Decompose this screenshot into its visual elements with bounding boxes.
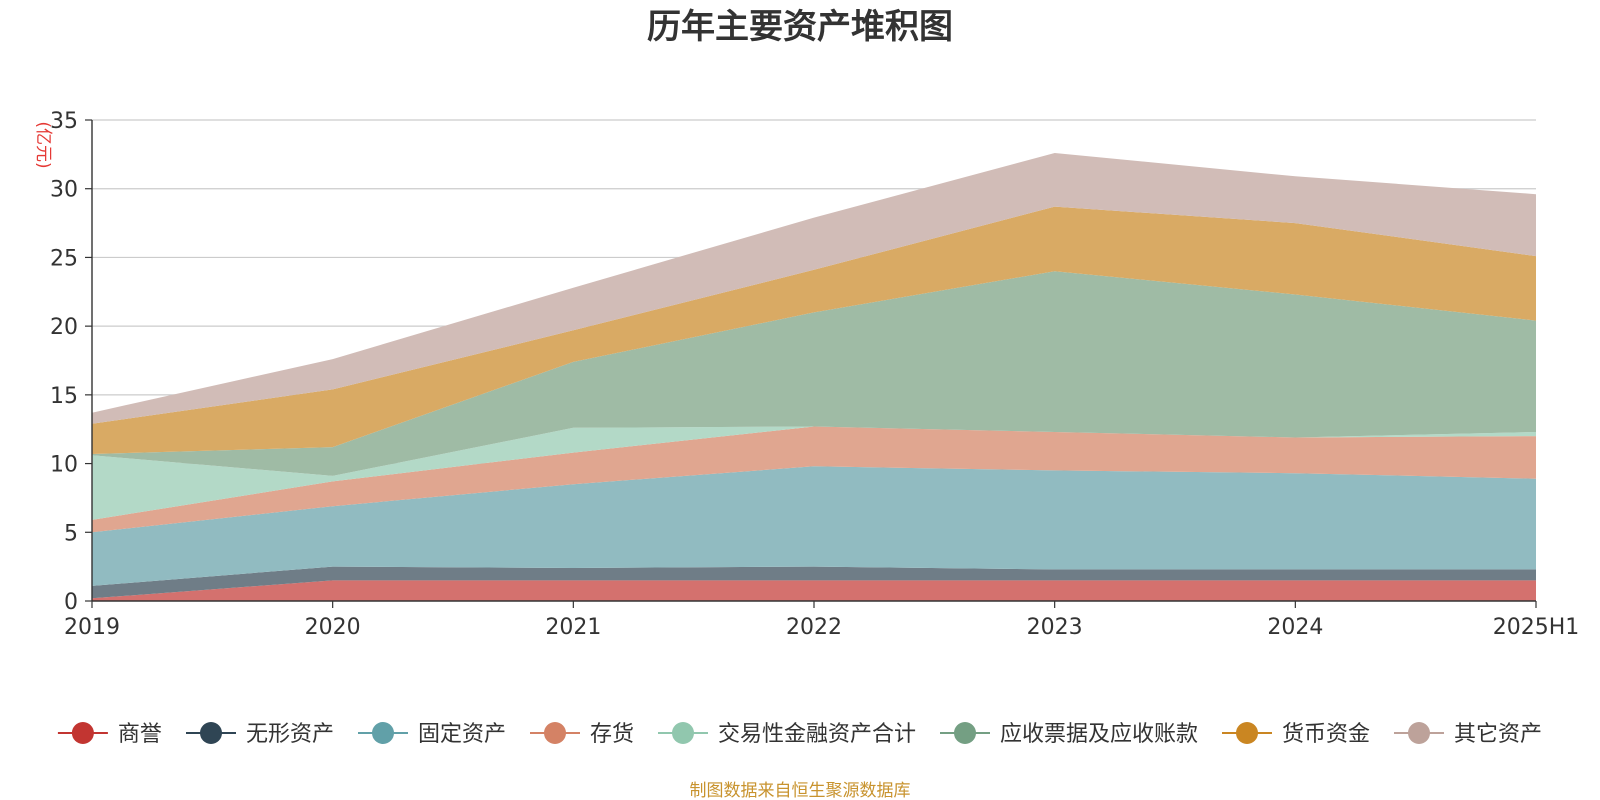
area-series-6 — [92, 206, 1536, 454]
legend-item[interactable]: 应收票据及应收账款 — [940, 722, 1198, 747]
area-series-5 — [92, 271, 1536, 476]
legend-marker — [1408, 722, 1430, 744]
y-axis-unit-label: (亿元) — [33, 121, 53, 168]
legend-marker — [372, 722, 394, 744]
x-tick-label: 2024 — [1267, 615, 1323, 640]
area-series-4 — [92, 426, 1536, 520]
area-series-7 — [92, 153, 1536, 424]
area-series-0 — [92, 580, 1536, 601]
legend-item[interactable]: 货币资金 — [1222, 722, 1370, 747]
x-tick-label: 2022 — [786, 615, 842, 640]
legend-label: 其它资产 — [1454, 722, 1542, 747]
x-tick-label: 2025H1 — [1493, 615, 1580, 640]
legend-marker — [672, 722, 694, 744]
legend-label: 商誉 — [118, 722, 162, 747]
source-note: 制图数据来自恒生聚源数据库 — [690, 781, 911, 800]
area-series-2 — [92, 466, 1536, 586]
x-tick-label: 2019 — [64, 615, 120, 640]
y-tick-label: 30 — [50, 178, 78, 203]
x-tick-label: 2023 — [1027, 615, 1083, 640]
y-tick-label: 5 — [64, 521, 78, 546]
legend-label: 货币资金 — [1282, 722, 1370, 747]
legend-label: 应收票据及应收账款 — [1000, 722, 1198, 747]
legend-item[interactable]: 无形资产 — [186, 722, 334, 747]
axis-layer: 0 5 10 15 20 25 30 35 2019 2020 2021 2022 2023 2024 20… — [50, 109, 1579, 640]
legend-item[interactable]: 交易性金融资产合计 — [658, 722, 916, 747]
y-tick-label: 20 — [50, 315, 78, 340]
legend-label: 固定资产 — [418, 722, 506, 747]
chart-title: 历年主要资产堆积图 — [647, 7, 953, 47]
legend-marker — [544, 722, 566, 744]
area-layer — [92, 153, 1536, 601]
legend-marker — [200, 722, 222, 744]
y-tick-label: 15 — [50, 384, 78, 409]
legend-label: 无形资产 — [246, 722, 334, 747]
x-tick-label: 2021 — [545, 615, 601, 640]
legend-marker — [1236, 722, 1258, 744]
y-tick-label: 25 — [50, 246, 78, 271]
legend: 商誉 无形资产 固定资产 存货 交易性金融资产合计 应收票据及应收账款 货币资金 其它资产 — [57, 722, 1542, 747]
area-series-3 — [92, 426, 1536, 533]
legend-label: 交易性金融资产合计 — [718, 722, 916, 747]
x-tick-label: 2020 — [305, 615, 361, 640]
legend-marker — [954, 722, 976, 744]
legend-marker — [71, 722, 94, 744]
y-tick-label: 10 — [50, 453, 78, 478]
legend-item[interactable]: 存货 — [530, 722, 634, 747]
legend-item[interactable]: 固定资产 — [358, 722, 506, 747]
legend-item[interactable]: 其它资产 — [1394, 722, 1542, 747]
y-tick-label: 0 — [64, 590, 78, 615]
legend-label: 存货 — [590, 722, 634, 747]
legend-item[interactable]: 商誉 — [57, 722, 162, 747]
area-series-1 — [92, 566, 1536, 599]
y-tick-label: 35 — [50, 109, 78, 134]
